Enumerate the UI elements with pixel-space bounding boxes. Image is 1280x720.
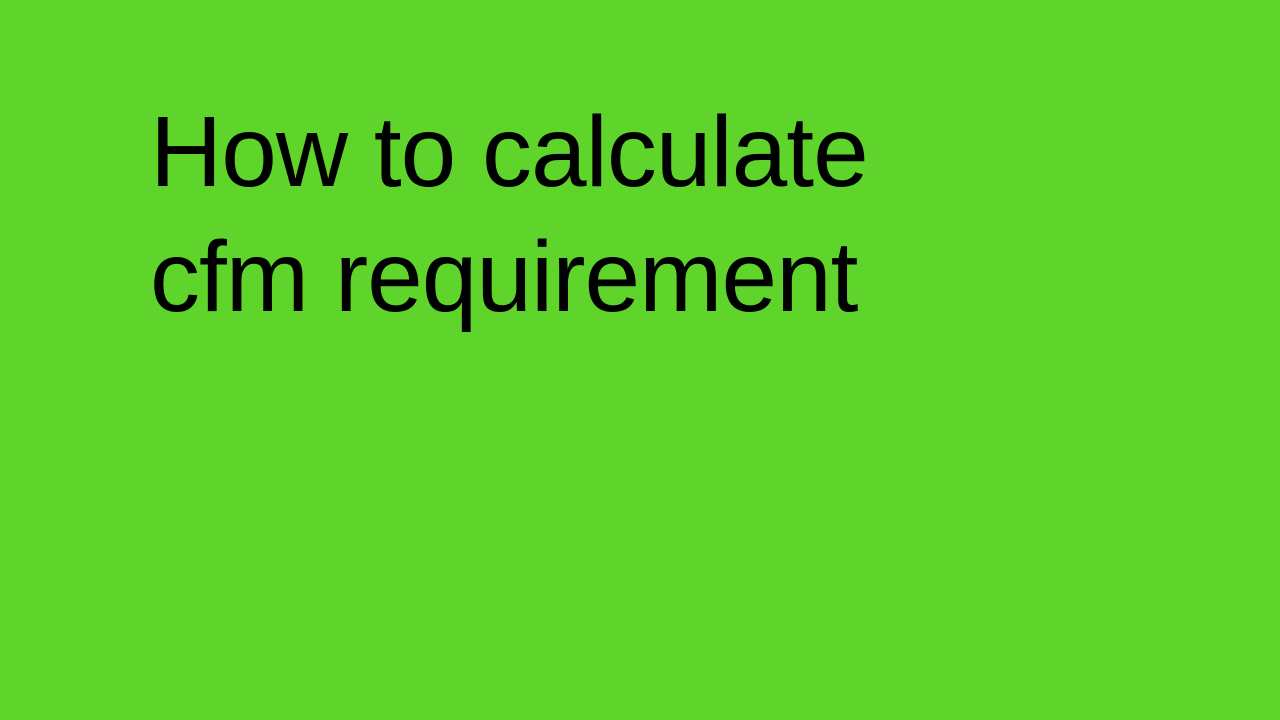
slide-title: How to calculate cfm requirement — [150, 90, 868, 340]
title-line-2: cfm requirement — [150, 215, 868, 340]
title-line-1: How to calculate — [150, 90, 868, 215]
